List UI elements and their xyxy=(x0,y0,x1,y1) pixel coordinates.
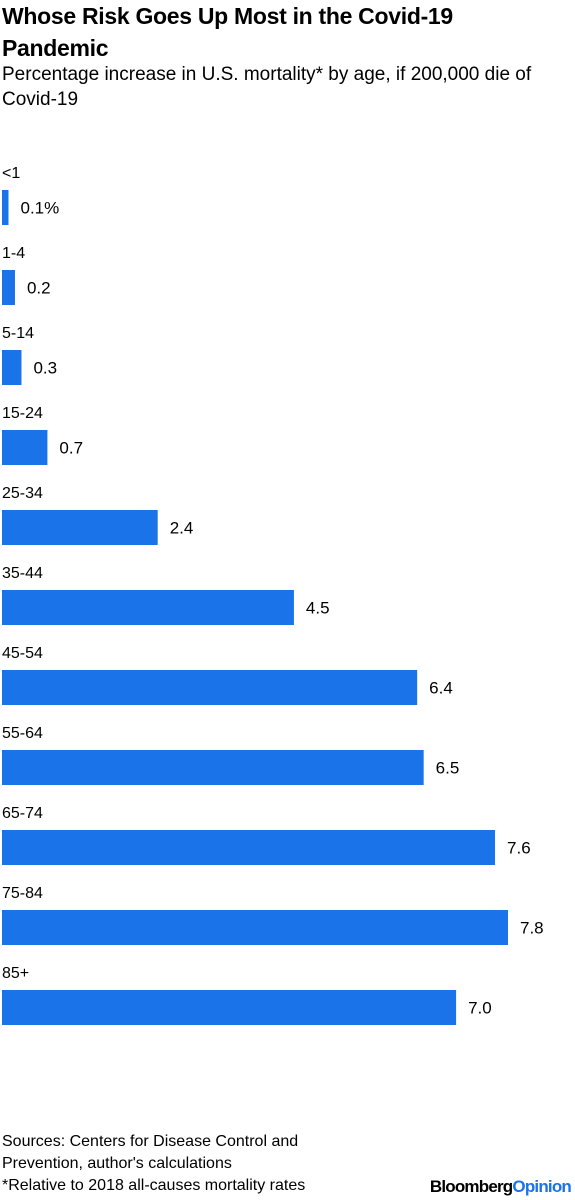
bar xyxy=(2,590,294,625)
value-label: 2.4 xyxy=(170,519,194,538)
value-label: 6.4 xyxy=(429,679,453,698)
bar xyxy=(2,350,22,385)
category-label: 1-4 xyxy=(2,245,25,262)
value-label: 0.2 xyxy=(27,279,51,298)
bar xyxy=(2,510,158,545)
bar xyxy=(2,910,508,945)
value-label: 4.5 xyxy=(306,599,330,618)
category-label: 85+ xyxy=(2,965,29,982)
chart-footer: Sources: Centers for Disease Control and… xyxy=(2,1131,402,1197)
bar xyxy=(2,430,48,465)
sources-note: Sources: Centers for Disease Control and xyxy=(2,1133,299,1150)
chart-title: Whose Risk Goes Up Most in the Covid-19 … xyxy=(2,3,453,61)
category-label: 25-34 xyxy=(2,485,43,502)
bar xyxy=(2,990,457,1025)
chart-subtitle: Percentage increase in U.S. mortality* b… xyxy=(2,64,532,110)
value-label: 7.6 xyxy=(507,839,531,858)
bar xyxy=(2,270,15,305)
category-label: 45-54 xyxy=(2,645,43,662)
bar xyxy=(2,750,424,785)
bar xyxy=(2,830,496,865)
category-label: <1 xyxy=(2,165,20,182)
bloomberg-opinion-logo: BloombergOpinion xyxy=(429,1177,572,1197)
category-label: 55-64 xyxy=(2,725,43,742)
bar-chart: <10.1% 1-40.2 5-14 0.3 15-24 0.7 25-34 2.4 35-44… xyxy=(2,165,544,1025)
sources-note-continued: Prevention, author's calculations xyxy=(2,1155,232,1172)
value-label: 0.7 xyxy=(59,439,83,458)
category-label: 5-14 xyxy=(2,325,34,342)
value-label: 0.3 xyxy=(33,359,57,378)
value-label: 6.5 xyxy=(436,759,460,778)
bar xyxy=(2,190,9,225)
footnote: *Relative to 2018 all-causes mortality r… xyxy=(2,1177,306,1194)
bar xyxy=(2,670,418,705)
category-label: 75-84 xyxy=(2,885,43,902)
value-label: 7.0 xyxy=(468,999,492,1018)
value-label: 0.1% xyxy=(20,199,59,218)
category-label: 15-24 xyxy=(2,405,43,422)
value-label: 7.8 xyxy=(520,919,544,938)
category-label: 35-44 xyxy=(2,565,43,582)
logo-brand: Bloomberg xyxy=(429,1177,513,1196)
category-label: 65-74 xyxy=(2,805,43,822)
logo-section: Opinion xyxy=(512,1177,571,1196)
